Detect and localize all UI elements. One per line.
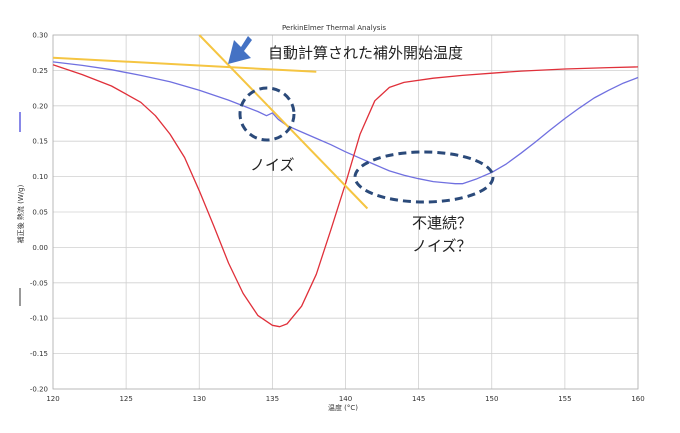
- series-line-4: [198, 34, 369, 210]
- noise-ellipse: [238, 86, 296, 142]
- annotation-noise: ノイズ: [250, 156, 295, 174]
- x-tick-label: 120: [46, 395, 59, 403]
- x-tick-label: 150: [485, 395, 498, 403]
- y-tick-label: -0.20: [30, 386, 48, 394]
- y-tick-label: 0.10: [32, 173, 48, 181]
- x-tick-label: 140: [339, 395, 352, 403]
- series-line-1: [52, 61, 639, 185]
- series-line-2: [52, 64, 639, 328]
- chart-title: PerkinElmer Thermal Analysis: [282, 24, 386, 32]
- y-tick-label: -0.10: [30, 315, 48, 323]
- annotation-discontinuity-line1: 不連続？: [412, 214, 472, 232]
- y-tick-label: -0.15: [30, 350, 48, 358]
- discontinuity-ellipse: [353, 150, 495, 204]
- annotations: 自動計算された補外開始温度 ノイズ 不連続？ ノイズ？: [228, 36, 495, 255]
- y-tick-label: 0.20: [32, 102, 48, 110]
- arrow-icon: [228, 36, 252, 64]
- y-tick-label: 0.25: [32, 67, 48, 75]
- x-tick-label: 155: [558, 395, 571, 403]
- x-tick-label: 145: [412, 395, 425, 403]
- annotation-discontinuity-line2: ノイズ？: [412, 237, 472, 255]
- y-axis-label: 補正後 熱流 (W/g): [16, 184, 25, 243]
- y-tick-label: 0.15: [32, 138, 48, 146]
- y-tick-label: -0.05: [30, 279, 48, 287]
- y-axis-legend: 補正後 熱流 (W/g): [16, 112, 25, 306]
- x-tick-label: 130: [193, 395, 206, 403]
- x-tick-labels: 120 125 130 135 140 145 150 155 160: [46, 395, 644, 403]
- annotation-auto-onset: 自動計算された補外開始温度: [268, 44, 463, 62]
- series-line-3: [52, 56, 317, 73]
- x-tick-label: 125: [119, 395, 132, 403]
- series-lines: [52, 34, 639, 328]
- x-axis-label: 温度 (°C): [328, 403, 358, 412]
- y-tick-labels: -0.20 -0.15 -0.10 -0.05 0.00 0.05 0.10 0.15 0.20…: [30, 32, 48, 394]
- y-tick-label: 0.00: [32, 244, 48, 252]
- x-tick-label: 135: [266, 395, 279, 403]
- grid-lines: [52, 34, 639, 390]
- y-tick-label: 0.05: [32, 209, 48, 217]
- x-tick-label: 160: [631, 395, 644, 403]
- plot-frame: [52, 34, 639, 390]
- y-tick-label: 0.30: [32, 32, 48, 40]
